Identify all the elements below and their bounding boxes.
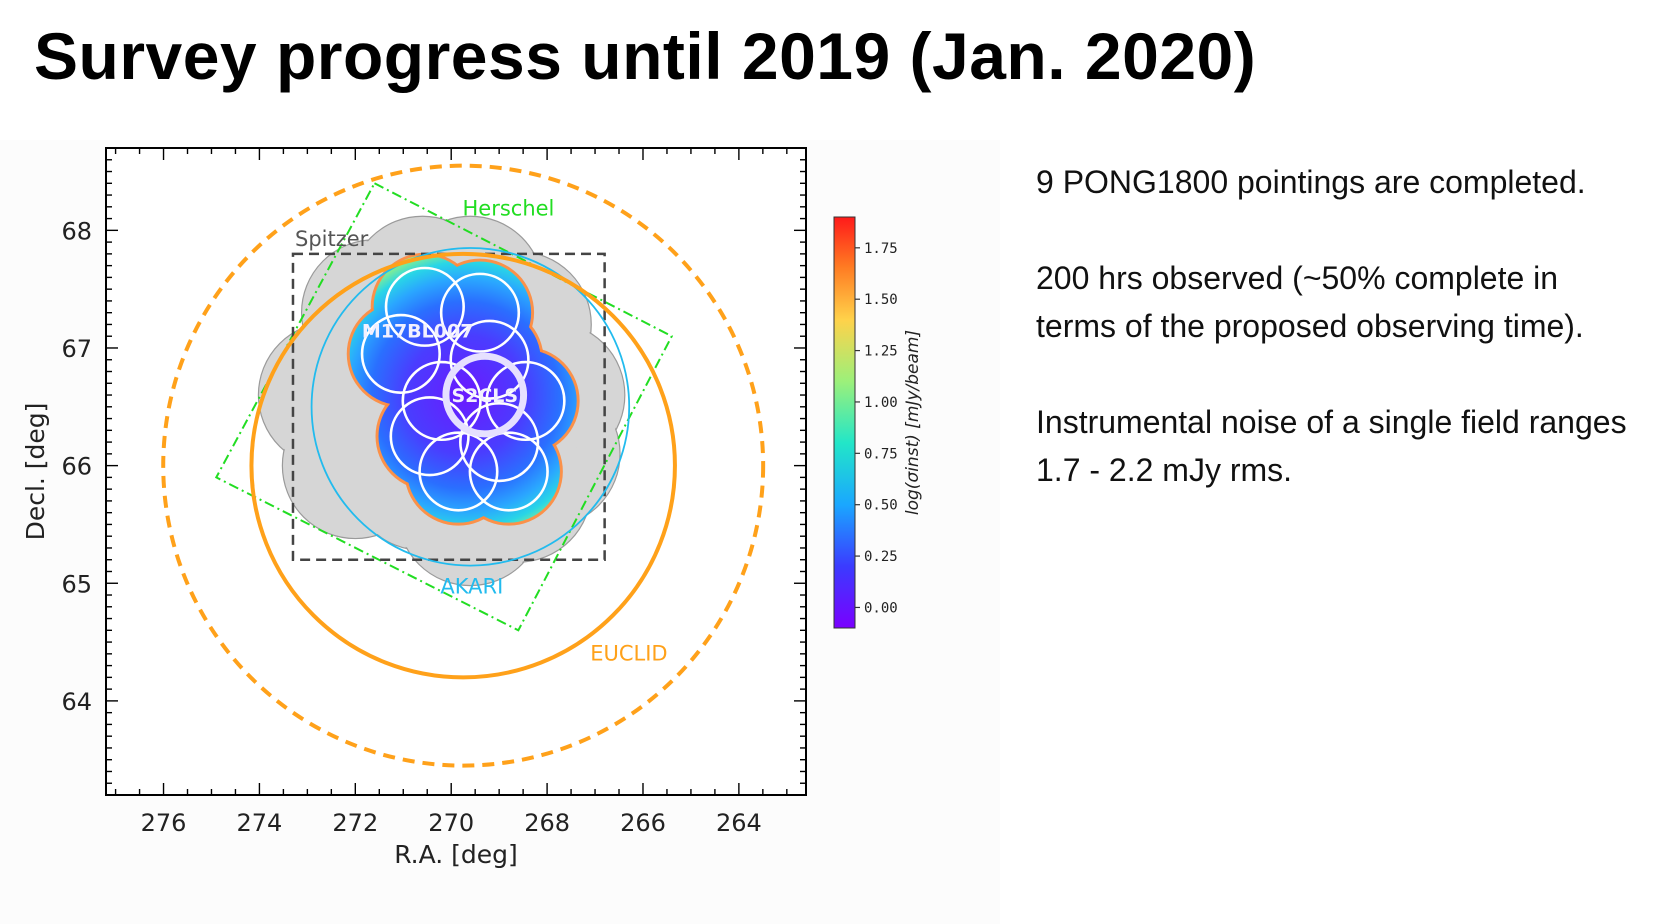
- pong1800-pointing: [485, 360, 566, 442]
- x-tick-label: 272: [332, 809, 378, 837]
- footprint-akari: [310, 247, 631, 567]
- notes-panel: 9 PONG1800 pointings are completed. 200 …: [1036, 158, 1646, 542]
- footprint-spitzer: [291, 252, 606, 561]
- field-label: M17BL007: [362, 320, 474, 342]
- y-tick-label: 64: [61, 688, 92, 716]
- y-tick-label: 65: [61, 570, 92, 598]
- pong1800-pointing: [459, 401, 540, 483]
- note-text: 200 hrs observed (~50% complete in terms…: [1036, 260, 1584, 344]
- x-tick-label: 274: [237, 809, 283, 837]
- footprint-label-herschel: Herschel: [462, 196, 554, 220]
- y-tick-label: 66: [61, 453, 92, 481]
- x-tick-label: 276: [141, 809, 187, 837]
- colorbar: [833, 216, 856, 629]
- pong1800-pointing: [418, 431, 499, 512]
- pong1800-pointing: [360, 313, 441, 394]
- pong1800-pointing: [449, 319, 530, 400]
- field-label: S2CLS: [451, 385, 518, 407]
- slide-title: Survey progress until 2019 (Jan. 2020): [34, 19, 1257, 93]
- footprint-label-akari: AKARI: [440, 575, 503, 599]
- y-tick-label: 67: [61, 335, 92, 363]
- y-tick-label: 68: [61, 217, 92, 245]
- x-tick-label: 266: [620, 809, 666, 837]
- colorbar-tick-label: 1.00: [864, 395, 898, 411]
- note-text: 9 PONG1800 pointings are completed.: [1036, 164, 1586, 200]
- pong1800-pointing: [389, 396, 470, 477]
- footprint-label-spitzer: Spitzer: [295, 227, 369, 251]
- colorbar-tick-label: 0.75: [864, 446, 898, 462]
- noise-map-region: [457, 420, 560, 523]
- colorbar-tick-label: 0.50: [864, 498, 898, 514]
- colorbar-label: log(σinst) [mJy/beam]: [903, 330, 923, 515]
- x-tick-label: 270: [428, 809, 474, 837]
- chart-panel: Herschel Spitzer AKARI EUCLID M17BL007 S2CLS …: [0, 140, 1000, 924]
- field-outline-s2cls: [442, 352, 528, 438]
- pong1800-pointing: [384, 266, 465, 347]
- colorbar-tick-label: 1.50: [864, 292, 898, 308]
- colorbar-tick-label: 0.25: [864, 549, 898, 565]
- colorbar-tick-label: 1.25: [864, 344, 898, 360]
- footprint-outer-dashed: [161, 163, 766, 768]
- pong1800-pointing: [401, 360, 482, 442]
- colorbar-tick-label: 0.00: [864, 600, 898, 616]
- footprint-euclid: [249, 251, 677, 680]
- x-tick-label: 264: [716, 809, 762, 837]
- colorbar-tick-label: 1.75: [864, 241, 898, 257]
- survey-footprint-chart: HerschelSpitzerAKARIEUCLIDM17BL007S2CLS …: [0, 140, 1000, 924]
- x-tick-label: 268: [524, 809, 570, 837]
- pong1800-pointing: [468, 431, 549, 512]
- plot-frame: [105, 147, 807, 796]
- note-text: Instrumental noise of a single field ran…: [1036, 404, 1627, 488]
- x-axis-label: R.A. [deg]: [394, 840, 518, 869]
- pong1800-pointing: [439, 272, 521, 353]
- footprint-label-euclid: EUCLID: [590, 641, 667, 665]
- y-axis-label: Decl. [deg]: [21, 403, 50, 541]
